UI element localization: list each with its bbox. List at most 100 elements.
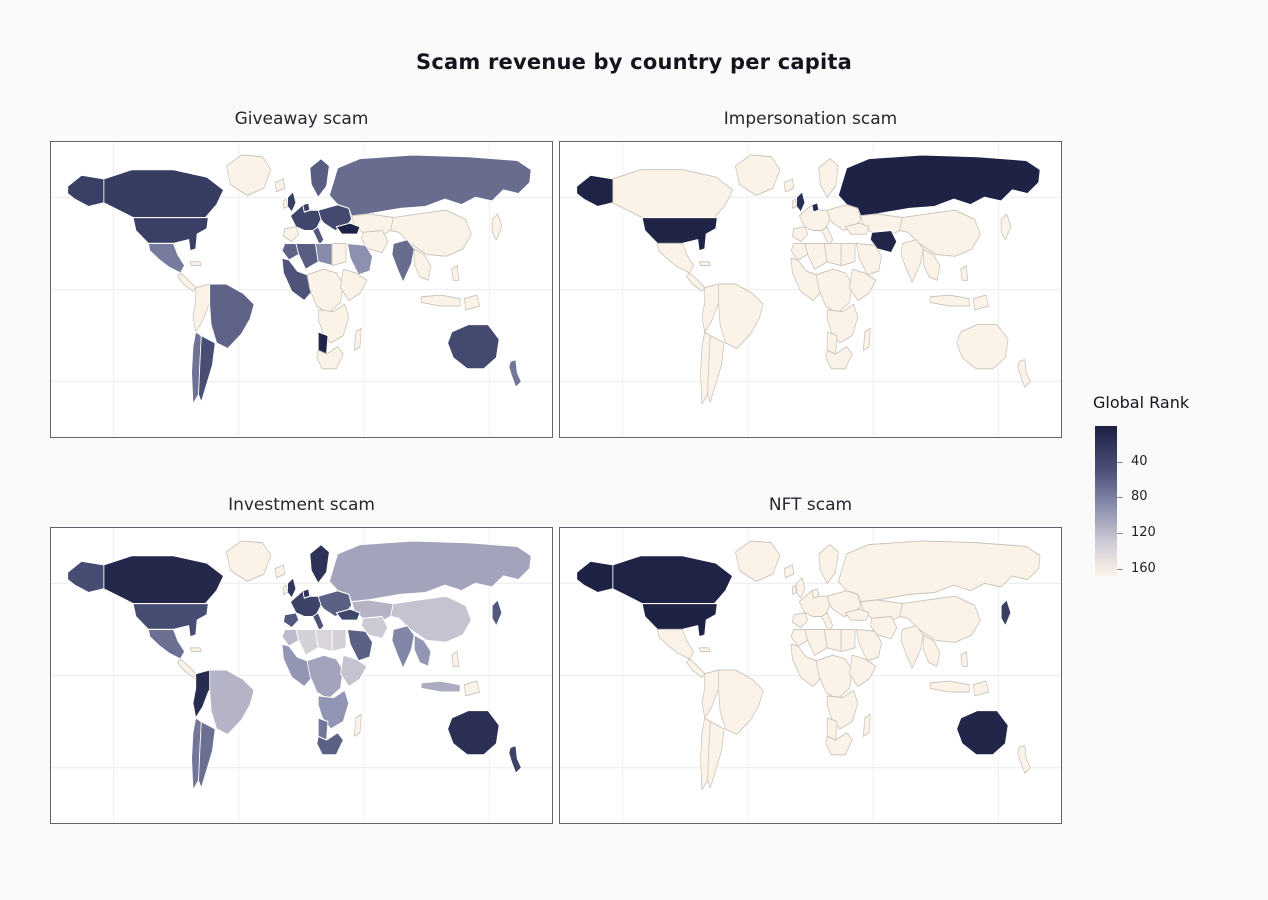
madagascar-region xyxy=(354,327,362,351)
netherlands-region xyxy=(302,588,311,599)
ireland-region xyxy=(283,198,288,209)
legend-title: Global Rank xyxy=(1093,393,1190,412)
scandinavia-region xyxy=(818,544,839,584)
saudi-arabia-region xyxy=(347,628,373,662)
new-guinea-region xyxy=(463,680,480,697)
greenland-region xyxy=(226,154,272,196)
central-africa-region xyxy=(306,268,344,314)
central-africa-region xyxy=(815,654,853,700)
ireland-region xyxy=(792,198,797,209)
libya-region xyxy=(314,628,333,653)
alaska-region xyxy=(67,174,105,208)
iran-region xyxy=(360,615,389,640)
egypt-region xyxy=(331,242,347,266)
algeria-region xyxy=(804,242,828,270)
new-zealand-region xyxy=(1017,359,1031,388)
brazil-region xyxy=(718,669,764,735)
libya-region xyxy=(314,242,333,267)
japan-region xyxy=(491,213,503,241)
italy-region xyxy=(821,226,834,246)
iran-region xyxy=(869,616,898,640)
russia-region xyxy=(837,154,1041,217)
united-kingdom-region xyxy=(796,191,806,213)
spain-region xyxy=(792,612,809,629)
mexico-region xyxy=(657,628,694,660)
legend-tick-label: 160 xyxy=(1131,560,1156,576)
east-africa-region xyxy=(849,268,877,302)
italy-region xyxy=(312,226,325,246)
algeria-region xyxy=(295,628,319,656)
legend-tick-label: 40 xyxy=(1131,453,1148,469)
central-america-region xyxy=(686,658,706,678)
west-europe-region xyxy=(799,590,831,617)
new-zealand-region xyxy=(508,359,522,388)
southern-africa-region xyxy=(826,689,859,730)
central-america-region xyxy=(686,272,706,292)
legend-tick-mark xyxy=(1117,568,1123,570)
algeria-region xyxy=(804,628,828,656)
indonesia-region xyxy=(929,294,970,307)
algeria-region xyxy=(295,242,319,270)
cuba-region xyxy=(698,647,711,652)
legend-tick-label: 120 xyxy=(1131,525,1156,541)
subplot-title-investment: Investment scam xyxy=(228,495,375,515)
new-guinea-region xyxy=(972,294,989,311)
united-kingdom-region xyxy=(287,191,297,213)
alaska-region xyxy=(576,560,614,594)
ireland-region xyxy=(792,584,797,595)
mexico-region xyxy=(147,628,186,660)
morocco-region xyxy=(790,628,809,647)
west-europe-region xyxy=(289,590,322,618)
southern-africa-region xyxy=(826,303,859,344)
cuba-region xyxy=(698,261,711,266)
ireland-region xyxy=(283,584,288,595)
japan-region xyxy=(1000,599,1012,627)
saudi-arabia-region xyxy=(347,242,373,276)
united-states-region xyxy=(641,217,718,252)
philippines-region xyxy=(960,651,969,667)
turkey-region xyxy=(335,608,361,621)
china-region xyxy=(390,209,472,257)
greenland-region xyxy=(226,540,272,582)
world-map-nft xyxy=(560,528,1061,823)
canada-region xyxy=(103,555,224,605)
madagascar-region xyxy=(863,713,871,737)
india-region xyxy=(900,625,924,669)
india-region xyxy=(391,625,415,669)
subplot-title-impersonation: Impersonation scam xyxy=(723,109,898,129)
iceland-region xyxy=(783,178,795,193)
egypt-region xyxy=(331,628,347,653)
scandinavia-region xyxy=(309,544,330,584)
philippines-region xyxy=(451,651,460,667)
greenland-region xyxy=(735,154,781,196)
japan-region xyxy=(491,599,503,627)
morocco-region xyxy=(790,242,809,261)
world-map-giveaway xyxy=(51,142,552,437)
italy-region xyxy=(312,612,325,632)
colorbar-wrap: 40 80 120 160 xyxy=(1095,426,1156,576)
brazil-region xyxy=(209,669,255,736)
iran-region xyxy=(869,229,898,254)
se-asia-region xyxy=(922,248,941,281)
russia-region xyxy=(837,540,1041,603)
brazil-region xyxy=(718,283,764,349)
map-frame-nft xyxy=(559,527,1062,824)
mexico-region xyxy=(657,242,694,274)
netherlands-region xyxy=(811,202,820,213)
canada-region xyxy=(103,169,224,219)
subplot-impersonation: Impersonation scam xyxy=(559,106,1062,438)
alaska-region xyxy=(576,174,614,208)
east-africa-region xyxy=(340,268,368,302)
legend-tick-label: 80 xyxy=(1131,489,1148,505)
saudi-arabia-region xyxy=(856,628,882,662)
colorbar-ticks: 40 80 120 160 xyxy=(1095,426,1215,576)
mexico-region xyxy=(147,242,186,274)
figure-title: Scam revenue by country per capita xyxy=(416,50,852,74)
iceland-region xyxy=(783,564,795,579)
map-frame-giveaway xyxy=(50,141,553,438)
colorbar-legend: Global Rank 40 80 120 160 xyxy=(1093,393,1243,576)
china-region xyxy=(899,595,981,643)
turkey-region xyxy=(844,608,870,621)
new-zealand-region xyxy=(508,745,522,774)
